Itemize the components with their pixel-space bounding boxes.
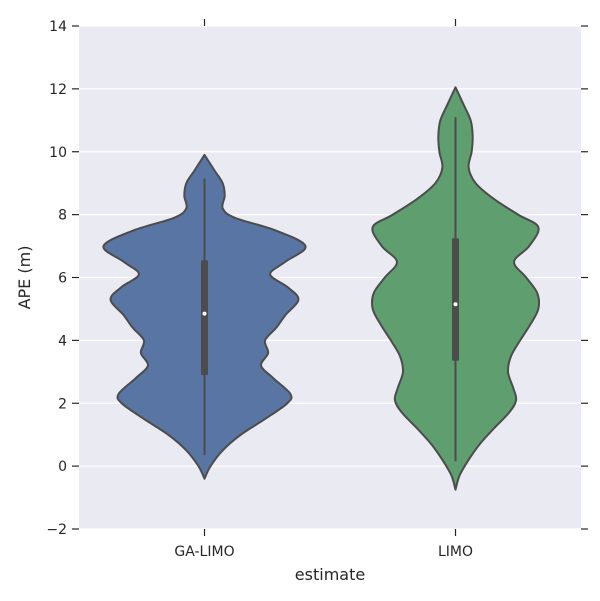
x-tick-label: GA-LIMO xyxy=(174,544,234,560)
x-tick-label: LIMO xyxy=(438,544,473,560)
median-dot xyxy=(453,302,458,307)
y-tick-label: 4 xyxy=(58,333,67,349)
y-tick-label: 6 xyxy=(58,271,67,287)
y-tick-label: 12 xyxy=(49,82,67,98)
y-tick-label: 2 xyxy=(58,396,67,412)
axes: −2 0 2 4 6 8 10 12 14 GA-LIMO LIMO xyxy=(46,19,588,560)
x-axis-title: estimate xyxy=(295,565,365,584)
iqr-box xyxy=(452,238,459,361)
y-tick-label: 14 xyxy=(49,19,67,35)
y-axis-title: APE (m) xyxy=(15,246,34,310)
violins xyxy=(102,86,541,491)
y-tick-label: −2 xyxy=(46,522,67,538)
iqr-box xyxy=(201,260,208,375)
y-tick-label: 8 xyxy=(58,208,67,224)
y-tick-label: 0 xyxy=(58,459,67,475)
median-dot xyxy=(202,311,207,316)
y-tick-label: 10 xyxy=(49,145,67,161)
